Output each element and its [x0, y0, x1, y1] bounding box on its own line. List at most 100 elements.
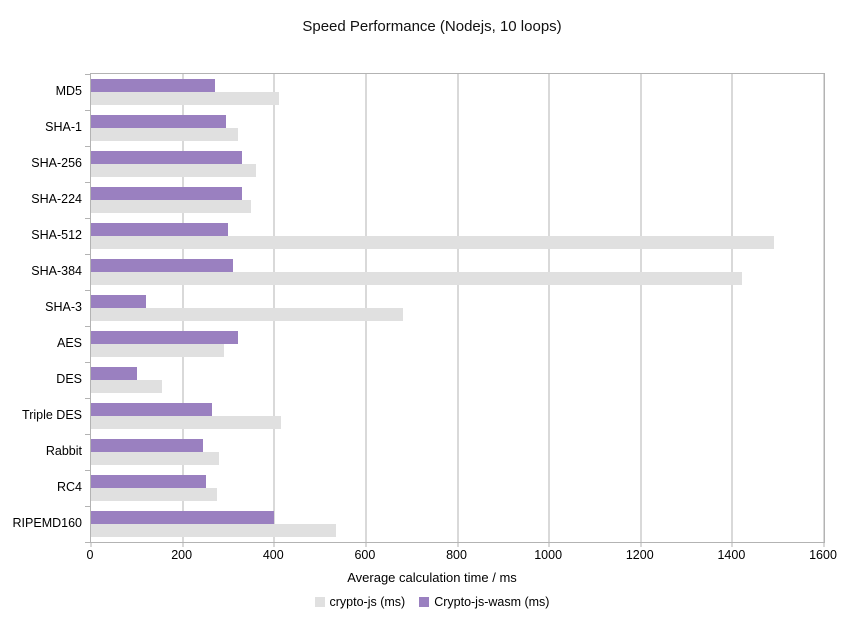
y-tick-mark-6 — [85, 290, 91, 291]
y-axis-label-MD5: MD5 — [55, 84, 82, 98]
y-axis-labels: MD5 SHA-1 SHA-256 SHA-224 SHA-512 SHA-384 SHA-… — [0, 73, 82, 541]
bar-crypto-js-wasm-DES — [91, 367, 137, 380]
legend-item-crypto-js-wasm: Crypto-js-wasm (ms) — [419, 595, 549, 609]
legend: crypto-js (ms) Crypto-js-wasm (ms) — [0, 595, 864, 609]
gridline-800 — [457, 74, 458, 542]
y-axis-label-SHA-384: SHA-384 — [31, 264, 82, 278]
bar-row-Triple DES — [91, 398, 824, 434]
bar-crypto-js-wasm-Triple DES — [91, 403, 213, 416]
bar-crypto-js-Triple DES — [91, 416, 282, 429]
y-axis-label-SHA-224: SHA-224 — [31, 192, 82, 206]
bar-crypto-js-SHA-384 — [91, 272, 742, 285]
x-axis-tick-label-800: 800 — [446, 548, 467, 562]
bar-row-AES — [91, 326, 824, 362]
bar-crypto-js-wasm-SHA-1 — [91, 115, 227, 128]
x-axis-tick-label-400: 400 — [262, 548, 284, 562]
x-axis-tick-label-1600: 1600 — [809, 548, 837, 562]
y-axis-label-RIPEMD160: RIPEMD160 — [12, 516, 82, 530]
bar-crypto-js-wasm-Rabbit — [91, 439, 204, 452]
legend-swatch-crypto-js-wasm — [419, 597, 430, 607]
x-tick-mark-0 — [90, 542, 92, 547]
y-tick-mark-8 — [85, 362, 91, 363]
bar-crypto-js-wasm-SHA-384 — [91, 259, 234, 272]
bar-crypto-js-SHA-3 — [91, 308, 403, 321]
y-axis-label-AES: AES — [56, 336, 82, 350]
bar-crypto-js-wasm-SHA-3 — [91, 295, 146, 308]
gridline-1600 — [823, 74, 825, 542]
chart-title: Speed Performance (Nodejs, 10 loops) — [302, 18, 562, 35]
legend-swatch-crypto-js — [314, 597, 325, 607]
y-tick-mark-4 — [85, 218, 91, 219]
x-tick-mark-1200 — [640, 542, 642, 547]
legend-label-crypto-js-wasm: Crypto-js-wasm (ms) — [434, 595, 550, 609]
bar-rows — [91, 74, 824, 542]
legend-item-crypto-js: crypto-js (ms) — [314, 595, 406, 609]
bar-crypto-js-SHA-224 — [91, 200, 252, 213]
x-axis-tick-label-1000: 1000 — [534, 548, 563, 562]
bar-crypto-js-MD5 — [91, 92, 279, 105]
gridline-1400 — [731, 74, 733, 542]
y-tick-mark-9 — [85, 398, 91, 399]
bar-row-SHA-224 — [91, 182, 824, 218]
x-tick-mark-200 — [182, 542, 184, 547]
y-tick-mark-10 — [85, 434, 91, 435]
x-tick-mark-600 — [365, 542, 367, 547]
x-tick-mark-1000 — [548, 542, 550, 547]
bar-row-SHA-3 — [91, 290, 824, 326]
y-tick-mark-12 — [85, 506, 91, 507]
y-axis-label-DES: DES — [56, 372, 82, 386]
y-axis-label-SHA-512: SHA-512 — [31, 228, 82, 242]
x-axis-tick-label-1400: 1400 — [717, 548, 746, 562]
bar-row-RC4 — [91, 470, 824, 506]
bar-crypto-js-wasm-MD5 — [91, 79, 215, 92]
bar-crypto-js-SHA-1 — [91, 128, 238, 141]
bar-crypto-js-wasm-SHA-224 — [91, 187, 243, 200]
bar-crypto-js-SHA-512 — [91, 236, 774, 249]
gridline-1000 — [548, 74, 550, 542]
x-axis-tick-label-0: 0 — [86, 548, 94, 562]
x-tick-mark-1400 — [731, 542, 733, 547]
x-tick-mark-800 — [457, 542, 458, 547]
legend-label-crypto-js: crypto-js (ms) — [329, 595, 406, 609]
bar-row-MD5 — [91, 74, 824, 110]
y-axis-label-SHA-256: SHA-256 — [31, 156, 82, 170]
y-axis-label-SHA-3: SHA-3 — [45, 300, 82, 314]
y-tick-mark-2 — [85, 146, 91, 147]
bar-crypto-js-SHA-256 — [91, 164, 256, 177]
bar-crypto-js-wasm-SHA-256 — [91, 151, 243, 164]
y-axis-label-Rabbit: Rabbit — [45, 444, 82, 458]
x-tick-mark-1600 — [823, 542, 825, 547]
bar-row-SHA-256 — [91, 146, 824, 182]
y-axis-label-SHA-1: SHA-1 — [45, 120, 82, 134]
bar-crypto-js-RC4 — [91, 488, 217, 501]
bar-row-SHA-384 — [91, 254, 824, 290]
bar-row-SHA-1 — [91, 110, 824, 146]
bar-row-SHA-512 — [91, 218, 824, 254]
bar-crypto-js-RIPEMD160 — [91, 524, 337, 537]
x-axis-tick-label-1200: 1200 — [625, 548, 654, 562]
gridline-1200 — [640, 74, 642, 542]
plot-area — [85, 73, 825, 547]
bar-row-RIPEMD160 — [91, 506, 824, 542]
bar-crypto-js-wasm-AES — [91, 331, 238, 344]
bar-row-DES — [91, 362, 824, 398]
bar-crypto-js-AES — [91, 344, 224, 357]
y-tick-mark-3 — [85, 182, 91, 183]
y-tick-mark-13 — [85, 542, 91, 543]
x-tick-mark-400 — [273, 542, 275, 547]
bar-row-Rabbit — [91, 434, 824, 470]
x-axis-tick-labels: 0 200 400 600 800 1000 1200 1400 1600 — [86, 548, 837, 562]
bar-crypto-js-wasm-SHA-512 — [91, 223, 229, 236]
bar-crypto-js-Rabbit — [91, 452, 220, 465]
y-tick-mark-0 — [85, 74, 91, 75]
x-axis-tick-label-600: 600 — [354, 548, 376, 562]
bar-crypto-js-wasm-RC4 — [91, 475, 206, 488]
bar-crypto-js-DES — [91, 380, 162, 393]
y-axis-label-RC4: RC4 — [56, 480, 82, 494]
x-axis-title: Average calculation time / ms — [347, 570, 517, 585]
bar-crypto-js-wasm-RIPEMD160 — [91, 511, 275, 524]
y-tick-mark-5 — [85, 254, 91, 255]
y-tick-mark-11 — [85, 470, 91, 471]
y-tick-mark-1 — [85, 110, 91, 111]
